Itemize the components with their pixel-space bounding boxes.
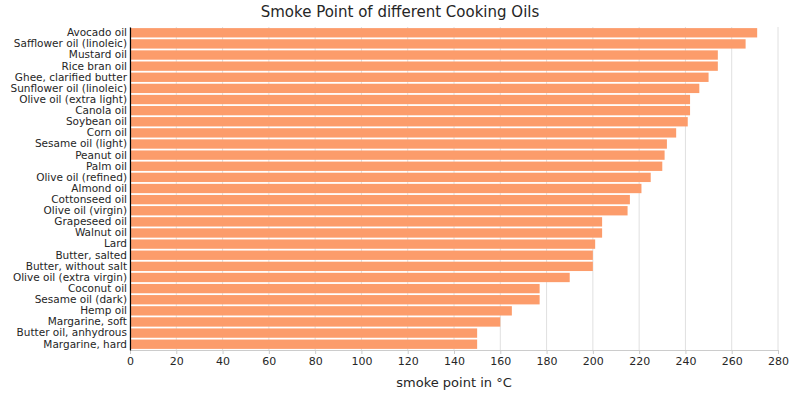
x-tick-mark <box>593 350 594 354</box>
x-tick-mark <box>408 350 409 354</box>
x-tick-mark <box>454 350 455 354</box>
x-tick-label: 180 <box>537 355 558 368</box>
bar <box>130 128 676 137</box>
x-tick: 240 <box>675 350 696 368</box>
x-tick-label: 120 <box>398 355 419 368</box>
bars <box>130 28 757 349</box>
x-axis-title: smoke point in °C <box>396 375 511 390</box>
x-tick-label: 0 <box>127 355 134 368</box>
x-tick-mark <box>639 350 640 354</box>
x-tick-label: 40 <box>216 355 230 368</box>
x-tick: 0 <box>127 350 134 368</box>
bar <box>130 317 500 326</box>
x-tick: 20 <box>170 350 184 368</box>
y-tick: Margarine, hard <box>43 338 130 350</box>
grid <box>130 27 778 350</box>
x-tick-label: 20 <box>170 355 184 368</box>
x-tick-label: 220 <box>629 355 650 368</box>
bar <box>130 61 718 70</box>
bar <box>130 139 667 148</box>
bar <box>130 328 477 337</box>
x-tick-label: 200 <box>583 355 604 368</box>
x-tick: 100 <box>351 350 372 368</box>
x-tick-mark <box>361 350 362 354</box>
bar <box>130 73 709 82</box>
x-tick-label: 140 <box>444 355 465 368</box>
bar <box>130 184 641 193</box>
bar <box>130 39 746 48</box>
bar <box>130 84 699 93</box>
bar <box>130 162 662 171</box>
x-tick-label: 160 <box>490 355 511 368</box>
bar <box>130 284 540 293</box>
bar <box>130 228 602 237</box>
bar <box>130 217 602 226</box>
x-tick: 40 <box>216 350 230 368</box>
grid-line <box>731 27 732 350</box>
x-tick-mark <box>315 350 316 354</box>
y-axis: Avocado oilSafflower oil (linoleic)Musta… <box>11 26 131 350</box>
chart: 0 20 40 60 80 100 120 140 160 180 200 220 240 260 280 A… <box>0 0 800 395</box>
x-tick-mark <box>176 350 177 354</box>
x-tick-mark <box>223 350 224 354</box>
bar <box>130 251 593 260</box>
bar <box>130 262 593 271</box>
bar <box>130 206 628 215</box>
bar <box>130 28 757 37</box>
x-axis-line <box>131 351 779 355</box>
x-tick-mark <box>685 350 686 354</box>
x-tick-label: 100 <box>351 355 372 368</box>
x-tick-label: 240 <box>675 355 696 368</box>
x-tick: 260 <box>722 350 743 368</box>
x-tick: 180 <box>537 350 558 368</box>
bar <box>130 95 690 104</box>
x-tick: 200 <box>583 350 604 368</box>
bar <box>130 50 718 59</box>
bar <box>130 306 512 315</box>
bar <box>130 195 630 204</box>
grid-line <box>778 27 779 350</box>
x-axis: 0 20 40 60 80 100 120 140 160 180 200 220 240 260 280 <box>127 350 789 368</box>
bar <box>130 150 665 159</box>
bar <box>130 106 690 115</box>
title: Smoke Point of different Cooking Oils <box>261 3 540 21</box>
x-tick-label: 280 <box>768 355 789 368</box>
bar <box>130 273 570 282</box>
x-tick-label: 260 <box>722 355 743 368</box>
x-tick-mark <box>130 350 131 354</box>
x-tick: 120 <box>398 350 419 368</box>
bar <box>130 295 540 304</box>
x-tick: 280 <box>768 350 789 368</box>
bar <box>130 117 688 126</box>
x-tick-mark <box>269 350 270 354</box>
bar <box>130 340 477 349</box>
x-tick-label: 60 <box>262 355 276 368</box>
x-tick-mark <box>500 350 501 354</box>
grid-line <box>130 27 131 350</box>
x-tick: 80 <box>309 350 323 368</box>
bar <box>130 239 595 248</box>
x-tick: 220 <box>629 350 650 368</box>
x-tick: 60 <box>262 350 276 368</box>
x-tick-label: 80 <box>309 355 323 368</box>
x-tick: 140 <box>444 350 465 368</box>
y-axis-line <box>130 28 131 351</box>
x-tick-mark <box>732 350 733 354</box>
bar <box>130 173 651 182</box>
x-tick-mark <box>778 350 779 354</box>
y-tick-label: Margarine, hard <box>43 338 127 350</box>
x-tick-mark <box>547 350 548 354</box>
x-tick: 160 <box>490 350 511 368</box>
